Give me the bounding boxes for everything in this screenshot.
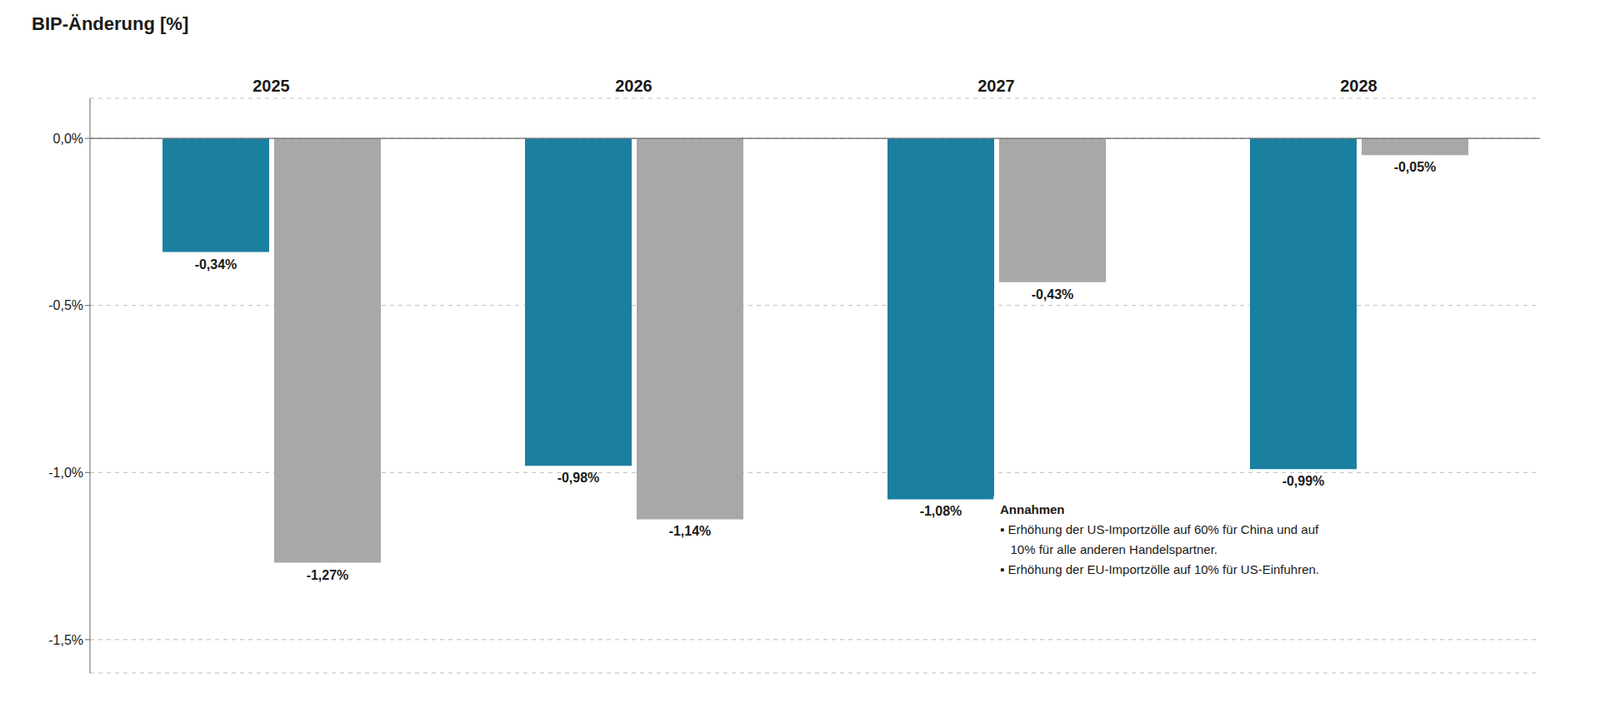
html-text:10% für alle anderen Handelspa: 10% für alle anderen Handelspartner.: [1000, 542, 1218, 557]
svg-text:-0,98%: -0,98%: [557, 470, 600, 485]
svg-text:-0,34%: -0,34%: [195, 257, 238, 272]
svg-text:-0,99%: -0,99%: [1282, 474, 1325, 489]
svg-text:-1,0%: -1,0%: [48, 465, 84, 480]
html-text:BIP-Änderung [%]: BIP-Änderung [%]: [31, 13, 189, 35]
svg-text:2028: 2028: [1340, 76, 1378, 95]
html-text:Annahmen: Annahmen: [1000, 502, 1065, 517]
svg-text:2025: 2025: [252, 76, 290, 95]
svg-text:-0,43%: -0,43%: [1031, 287, 1075, 302]
svg-text:-0,5%: -0,5%: [48, 298, 84, 313]
svg-text:-1,5%: -1,5%: [48, 633, 84, 648]
svg-text:2026: 2026: [615, 76, 653, 95]
html-text:▪ Erhöhung der EU-Importzölle: ▪ Erhöhung der EU-Importzölle auf 10% fü…: [1000, 562, 1320, 577]
svg-text:0,0%: 0,0%: [53, 131, 84, 146]
svg-text:-1,27%: -1,27%: [306, 568, 350, 583]
svg-text:-1,14%: -1,14%: [669, 524, 712, 539]
html-text:▪ Erhöhung der US-Importzölle: ▪ Erhöhung der US-Importzölle auf 60% fü…: [1000, 522, 1319, 537]
svg-text:2027: 2027: [977, 76, 1015, 95]
svg-text:-1,08%: -1,08%: [920, 504, 963, 519]
svg-text:-0,05%: -0,05%: [1394, 160, 1437, 175]
